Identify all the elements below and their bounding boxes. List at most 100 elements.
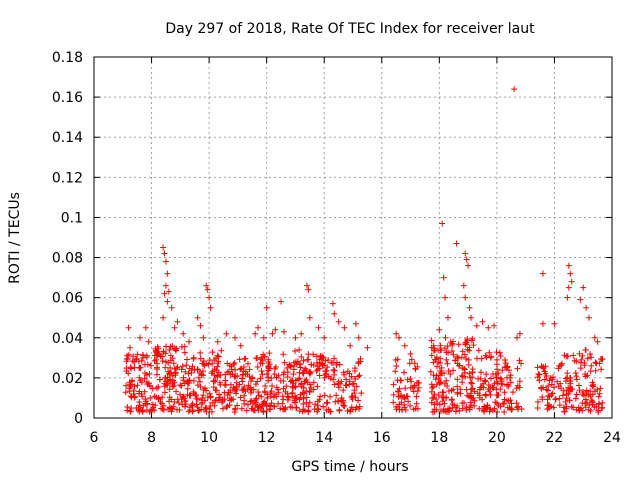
data-point (234, 402, 241, 409)
data-point (324, 364, 331, 371)
data-point (588, 362, 595, 369)
data-point (280, 328, 287, 335)
data-point (241, 400, 248, 407)
data-point (197, 322, 204, 329)
data-point (516, 357, 523, 364)
data-point (154, 360, 161, 367)
data-point (313, 353, 320, 360)
data-point (465, 262, 472, 269)
data-point (139, 407, 146, 414)
data-point (314, 383, 321, 390)
data-point (305, 286, 312, 293)
data-point (410, 406, 417, 413)
data-point (240, 368, 247, 375)
data-point (483, 371, 490, 378)
data-point (203, 282, 210, 289)
data-point (505, 367, 512, 374)
data-point (200, 334, 207, 341)
data-point (575, 404, 582, 411)
data-point (273, 384, 280, 391)
x-axis-label: GPS time / hours (291, 459, 408, 475)
data-point (511, 86, 518, 93)
data-point (232, 367, 239, 374)
data-point (577, 296, 584, 303)
data-point (331, 310, 338, 317)
data-point (448, 348, 455, 355)
data-point (281, 406, 288, 413)
data-point (476, 405, 483, 412)
data-point (143, 401, 150, 408)
data-point (190, 355, 197, 362)
data-point (320, 403, 327, 410)
data-point (496, 349, 503, 356)
data-point (429, 408, 436, 415)
data-point (467, 379, 474, 386)
data-point (284, 364, 291, 371)
data-point (412, 365, 419, 372)
data-point (561, 352, 568, 359)
data-point (572, 395, 579, 402)
data-point (518, 360, 525, 367)
data-point (237, 366, 244, 373)
data-point (195, 374, 202, 381)
data-point (194, 366, 201, 373)
data-point (310, 362, 317, 369)
data-point (298, 353, 305, 360)
data-point (260, 399, 267, 406)
data-point (209, 399, 216, 406)
data-point (162, 282, 169, 289)
data-point (142, 398, 149, 405)
data-point (290, 366, 297, 373)
data-point (279, 393, 286, 400)
x-tick-label: 10 (200, 430, 218, 446)
data-point (167, 406, 174, 413)
axes: 6 8 10 12 14 16 18 20 22 24 0 0.02 0.04 0.06 0.08 0.1 0.… (52, 50, 621, 446)
data-point (275, 389, 282, 396)
data-point (589, 398, 596, 405)
data-point (575, 382, 582, 389)
data-point (414, 405, 421, 412)
grid (94, 57, 612, 418)
data-point (265, 356, 272, 363)
x-tick-label: 12 (258, 430, 276, 446)
data-point (142, 324, 149, 331)
data-point (592, 367, 599, 374)
data-point (200, 368, 207, 375)
data-point (291, 399, 298, 406)
data-point (130, 353, 137, 360)
data-point (330, 376, 337, 383)
data-point (258, 367, 265, 374)
x-tick-label: 22 (546, 430, 564, 446)
data-point (184, 391, 191, 398)
data-point (147, 362, 154, 369)
data-point (335, 384, 342, 391)
data-point (577, 359, 584, 366)
data-point (172, 372, 179, 379)
data-point (462, 294, 469, 301)
data-point (402, 385, 409, 392)
data-point (184, 385, 191, 392)
data-point (205, 361, 212, 368)
data-point (564, 353, 571, 360)
data-point (321, 392, 328, 399)
data-point (219, 405, 226, 412)
data-point (211, 372, 218, 379)
data-point (241, 383, 248, 390)
data-point (568, 386, 575, 393)
data-point (439, 220, 446, 227)
data-point (160, 402, 167, 409)
data-point (471, 388, 478, 395)
data-point (443, 356, 450, 363)
data-point (161, 380, 168, 387)
data-point (493, 349, 500, 356)
data-point (239, 378, 246, 385)
data-point (588, 354, 595, 361)
data-point (465, 356, 472, 363)
data-point (179, 363, 186, 370)
data-point (316, 396, 323, 403)
data-point (268, 388, 275, 395)
data-point (459, 365, 466, 372)
data-point (461, 351, 468, 358)
data-point (407, 384, 414, 391)
data-point (556, 402, 563, 409)
